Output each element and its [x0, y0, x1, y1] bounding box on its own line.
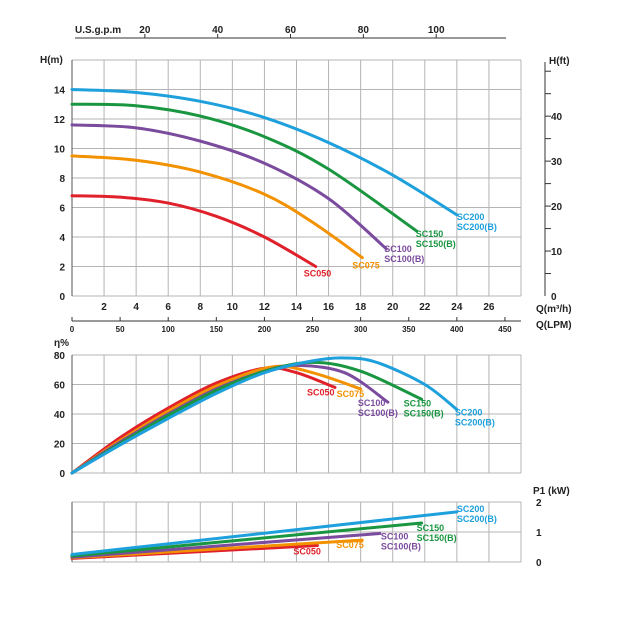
x-tick-label: 22: [419, 302, 431, 313]
series-label-sc200: SC200: [457, 212, 485, 222]
y-tick-label: 20: [54, 440, 66, 451]
y2-axis-title: H(ft): [549, 56, 570, 67]
y-tick-label: 12: [54, 115, 66, 126]
top-axis-tick-label: 100: [428, 25, 445, 36]
series-line-sc150: [70, 521, 424, 558]
series-line-sc050: [70, 366, 337, 475]
x-tick-label: 8: [198, 302, 204, 313]
y-tick-label-right: 1: [536, 528, 542, 539]
y-tick-label: 4: [59, 233, 65, 244]
y-tick-label: 80: [54, 351, 66, 362]
lpm-axis-tick-label: 50: [116, 325, 125, 334]
series-label-sc150: SC150(B): [417, 533, 457, 543]
series-label-sc150: SC150: [416, 229, 444, 239]
x-tick-label: 12: [259, 302, 271, 313]
top-axis-tick-label: 80: [358, 25, 370, 36]
series-label-sc150: SC150: [404, 398, 432, 408]
x-tick-label: 18: [355, 302, 367, 313]
y2-tick-label: 30: [551, 157, 563, 168]
x-tick-label: 10: [227, 302, 239, 313]
series-label-sc200: SC200(B): [457, 222, 497, 232]
series-line-sc150: [70, 102, 419, 233]
series-label-sc200: SC200: [455, 408, 483, 418]
series-line-sc075: [70, 154, 364, 260]
series-label-sc100: SC100(B): [384, 254, 424, 264]
series-label-sc075: SC075: [352, 261, 380, 271]
top-axis-tick-label: 40: [212, 25, 224, 36]
x-tick-label: 14: [291, 302, 303, 313]
x-tick-label: 24: [451, 302, 463, 313]
y-tick-label: 8: [59, 174, 65, 185]
x-tick-label: 2: [101, 302, 107, 313]
y-tick-label: 0: [59, 469, 65, 480]
y-axis-title: H(m): [40, 55, 63, 66]
lpm-axis-tick-label: 350: [402, 325, 416, 334]
series-line-sc200: [70, 88, 459, 217]
series-label-sc075: SC075: [337, 389, 365, 399]
lpm-axis-tick-label: 250: [306, 325, 320, 334]
lpm-axis-tick-label: 400: [450, 325, 464, 334]
series-label-sc100: SC100: [384, 244, 412, 254]
lpm-axis-tick-label: 150: [210, 325, 224, 334]
x-tick-label: 20: [387, 302, 399, 313]
series-label-sc100: SC100: [381, 532, 409, 542]
top-axis-tick-label: 20: [139, 25, 151, 36]
series-label-sc050: SC050: [293, 547, 321, 557]
series-label-sc150: SC150: [417, 523, 445, 533]
x-axis-title: Q(m³/h): [536, 304, 572, 315]
y2-tick-label: 10: [551, 247, 563, 258]
x-tick-label: 6: [165, 302, 171, 313]
series-line-sc100: [70, 532, 382, 559]
series-label-sc150: SC150(B): [404, 408, 444, 418]
y-axis-title-right: P1 (kW): [533, 486, 570, 497]
y-tick-label: 6: [59, 204, 65, 215]
series-label-sc200: SC200: [457, 504, 485, 514]
series-label-sc200: SC200(B): [457, 514, 497, 524]
lpm-axis-tick-label: 300: [354, 325, 368, 334]
series-label-sc075: SC075: [336, 540, 364, 550]
x-tick-label: 16: [323, 302, 335, 313]
top-axis-tick-label: 60: [285, 25, 297, 36]
series-label-sc200: SC200(B): [455, 418, 495, 428]
series-label-sc150: SC150(B): [416, 239, 456, 249]
y-tick-label-right: 0: [536, 558, 542, 569]
series-label-sc100: SC100(B): [381, 542, 421, 552]
lpm-axis-tick-label: 100: [162, 325, 176, 334]
lpm-axis-tick-label: 200: [258, 325, 272, 334]
lpm-axis-tick-label: 0: [70, 325, 75, 334]
y-tick-label: 40: [54, 410, 66, 421]
y2-tick-label: 20: [551, 202, 563, 213]
series-line-sc100: [70, 123, 388, 251]
y-tick-label: 60: [54, 381, 66, 392]
top-axis-title: U.S.g.p.m: [75, 25, 121, 36]
y-tick-label: 14: [54, 86, 66, 97]
series-label-sc100: SC100(B): [358, 408, 398, 418]
x-tick-label: 4: [133, 302, 139, 313]
y-tick-label-right: 2: [536, 498, 542, 509]
series-line-sc050: [70, 194, 318, 268]
series-line-sc200: [70, 356, 459, 475]
y2-tick-label: 40: [551, 112, 563, 123]
series-label-sc050: SC050: [307, 387, 335, 397]
lpm-axis-tick-label: 450: [498, 325, 512, 334]
lpm-axis-title: Q(LPM): [536, 320, 572, 331]
series-label-sc050: SC050: [304, 269, 332, 279]
y-tick-label: 2: [59, 263, 65, 274]
y-tick-label: 10: [54, 145, 66, 156]
y-axis-title: η%: [54, 338, 69, 349]
series-label-sc100: SC100: [358, 398, 386, 408]
series-line-sc200: [70, 510, 459, 556]
y2-tick-label: 0: [551, 292, 557, 303]
y-tick-label: 0: [59, 292, 65, 303]
x-tick-label: 26: [483, 302, 495, 313]
